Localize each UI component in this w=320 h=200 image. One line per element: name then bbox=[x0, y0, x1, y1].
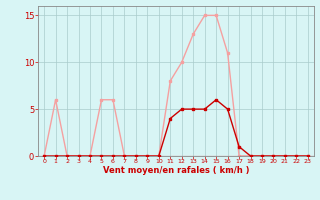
X-axis label: Vent moyen/en rafales ( km/h ): Vent moyen/en rafales ( km/h ) bbox=[103, 166, 249, 175]
